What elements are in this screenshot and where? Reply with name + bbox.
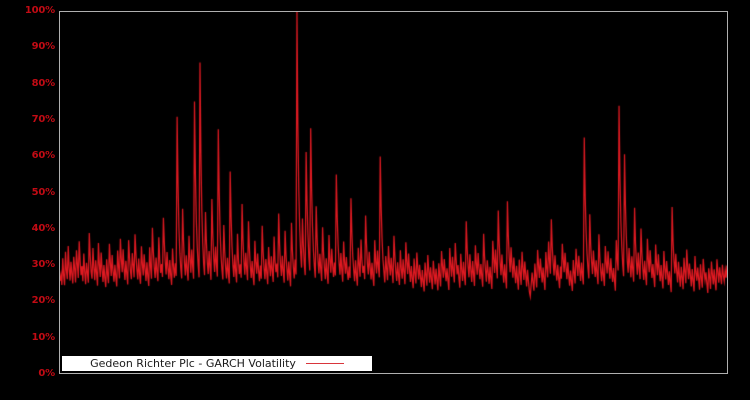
y-axis-tick-20pct: 20% bbox=[31, 295, 56, 307]
y-axis-tick-100pct: 100% bbox=[24, 5, 55, 16]
y-axis-tick-90pct: 90% bbox=[31, 41, 56, 53]
y-axis-tick-10pct: 10% bbox=[31, 331, 56, 343]
chart-legend[interactable]: Gedeon Richter Plc - GARCH Volatility bbox=[62, 356, 372, 371]
y-axis-tick-labels: 0% 10% 20% 30% 40% 50% 60% 70% 80% 90% 100% bbox=[0, 0, 55, 400]
y-axis-tick-80pct: 80% bbox=[31, 77, 56, 89]
y-axis-tick-70pct: 70% bbox=[31, 113, 56, 125]
y-axis-tick-60pct: 60% bbox=[31, 150, 56, 162]
y-axis-tick-0pct: 0% bbox=[38, 368, 55, 379]
y-axis-tick-50pct: 50% bbox=[31, 186, 56, 198]
y-axis-tick-40pct: 40% bbox=[31, 222, 56, 234]
y-axis-tick-30pct: 30% bbox=[31, 259, 56, 271]
legend-series-label: Gedeon Richter Plc - GARCH Volatility bbox=[90, 357, 296, 370]
volatility-line-series bbox=[60, 12, 727, 373]
legend-line-swatch bbox=[305, 363, 344, 364]
plot-area bbox=[59, 11, 728, 374]
